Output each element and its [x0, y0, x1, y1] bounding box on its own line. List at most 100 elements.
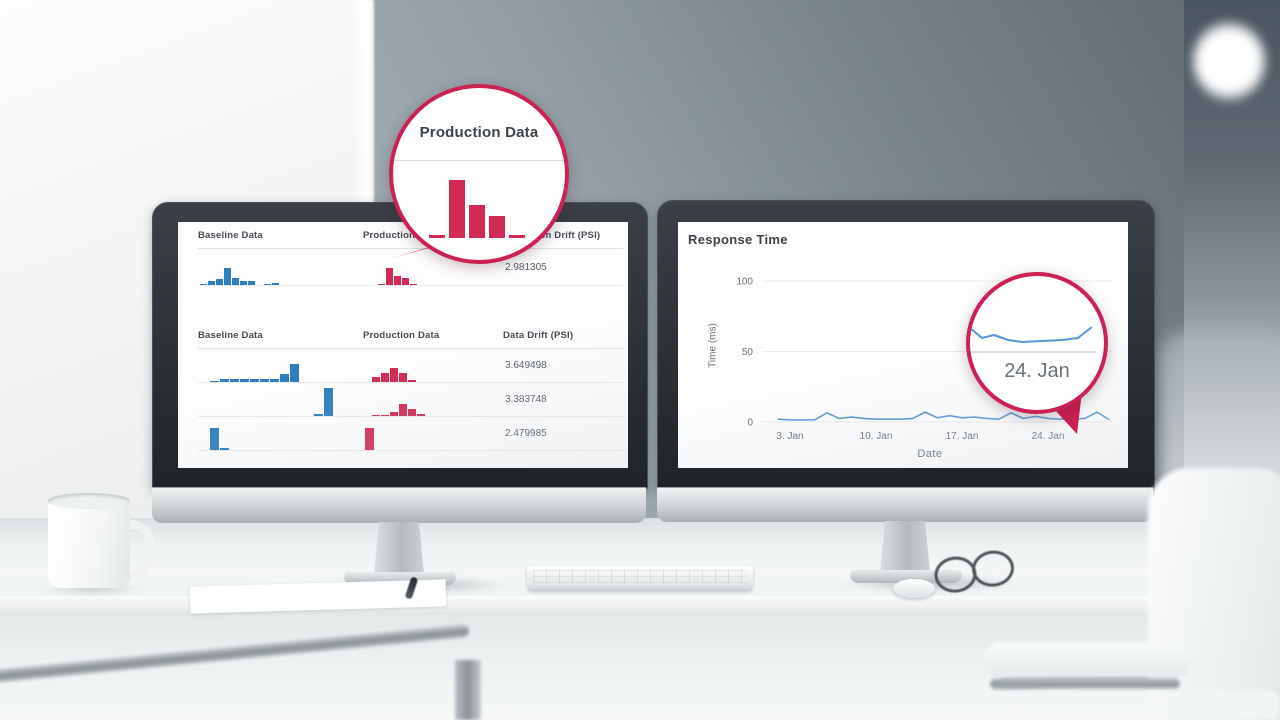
histogram-bar [264, 283, 271, 285]
histogram-bar [248, 281, 255, 285]
histogram-bar [378, 283, 385, 285]
col-baseline-data: Baseline Data [198, 330, 263, 341]
magnified-production-histogram [393, 180, 565, 238]
col-data-drift: Data Drift (PSI) [503, 330, 574, 341]
left-monitor-screen: Baseline Data Production Data Prediction… [178, 222, 628, 468]
histogram-bar [381, 414, 389, 416]
histogram-bar [260, 378, 269, 382]
y-axis-label: Time (ms) [707, 323, 719, 368]
histogram-bar [489, 216, 505, 238]
glasses-lens [970, 548, 1016, 589]
magnified-line-segment [970, 326, 1096, 353]
production-histogram [365, 428, 503, 450]
histogram-bar [399, 373, 407, 382]
baseline-histogram [314, 388, 363, 416]
production-data-magnifier: Production Data [389, 84, 569, 264]
histogram-bar [270, 378, 279, 382]
date-magnifier: 24. Jan [966, 272, 1108, 414]
production-histogram [372, 368, 503, 382]
histogram-bar [509, 235, 525, 238]
baseline-histogram [210, 428, 363, 450]
x-tick-label: 3. Jan [776, 431, 803, 442]
col-baseline-data: Baseline Data [198, 230, 263, 241]
col-production-data: Production Data [363, 330, 440, 341]
histogram-bar [220, 379, 229, 382]
histogram-bar [365, 428, 374, 450]
histogram-bar [232, 278, 239, 285]
histogram-bar [408, 380, 416, 382]
response-time-line [777, 411, 1110, 421]
histogram-bar [208, 281, 215, 285]
histogram-bar [210, 428, 219, 450]
office-chair-seat [1178, 690, 1280, 720]
histogram-bar [402, 278, 409, 285]
histogram-bar [399, 404, 407, 416]
histogram-bar [210, 380, 219, 382]
histogram-bar [408, 409, 416, 416]
histogram-bar [314, 414, 323, 416]
production-histogram [372, 404, 503, 416]
left-monitor-stand [374, 522, 424, 574]
keyboard-keys [533, 570, 747, 583]
histogram-bar [200, 283, 207, 285]
psi-value: 3.649498 [505, 360, 547, 371]
keyboard [527, 566, 753, 590]
y-tick-label: 0 [747, 418, 753, 429]
x-tick-label: 24. Jan [1032, 431, 1065, 442]
y-tick-label: 50 [742, 347, 754, 358]
prediction-drift-table: Baseline Data Production Data Prediction… [198, 230, 623, 286]
histogram-bar [410, 284, 417, 285]
desk-frame-leg [455, 660, 481, 720]
x-tick-label: 10. Jan [860, 431, 893, 442]
right-monitor-chin [657, 487, 1153, 522]
psi-value: 2.479985 [505, 428, 547, 439]
histogram-bar [280, 374, 289, 382]
histogram-bar [469, 205, 485, 238]
mouse [893, 579, 935, 598]
production-histogram [378, 268, 503, 285]
x-tick-label: 17. Jan [946, 431, 979, 442]
histogram-bar [372, 414, 380, 416]
histogram-bar [381, 373, 389, 382]
right-monitor-stand [880, 521, 930, 572]
table-row: 2.479985 [198, 417, 623, 451]
psi-value: 3.383748 [505, 394, 547, 405]
table-row: 3.649498 [198, 349, 623, 383]
histogram-bar [240, 281, 247, 285]
histogram-bar [224, 268, 231, 285]
histogram-bar [386, 268, 393, 285]
histogram-bar [240, 378, 249, 382]
histogram-bar [390, 412, 398, 416]
histogram-bar [220, 448, 229, 450]
right-monitor-base [850, 570, 962, 583]
histogram-bar [417, 414, 425, 416]
histogram-bar [290, 364, 299, 382]
histogram-bar [429, 235, 445, 238]
table-row: 3.383748 [198, 383, 623, 417]
magnifier-title: Production Data [419, 124, 539, 141]
histogram-bar [272, 283, 279, 285]
histogram-bar [372, 377, 380, 382]
data-drift-table: Baseline Data Production Data Data Drift… [198, 330, 623, 451]
histogram-bar [449, 180, 465, 238]
office-chair-frame [1000, 678, 1180, 689]
chart-title: Response Time [688, 232, 788, 247]
col-prediction-drift: Prediction Drift (PSI) [503, 230, 601, 241]
histogram-bar [230, 379, 239, 382]
baseline-histogram [200, 268, 363, 285]
coffee-mug [48, 500, 130, 588]
table-row: 2.981305 [198, 249, 623, 286]
magnified-date-label: 24. Jan [1004, 360, 1070, 382]
mug-handle [120, 520, 155, 580]
baseline-histogram [210, 364, 363, 382]
psi-value: 2.981305 [505, 261, 547, 273]
histogram-bar [250, 379, 259, 382]
y-tick-label: 100 [736, 277, 753, 288]
office-chair-armrest [983, 642, 1193, 678]
magnifier-divider [393, 160, 565, 161]
histogram-bar [390, 368, 398, 382]
histogram-bar [394, 276, 401, 285]
x-axis-label: Date [917, 448, 943, 460]
left-monitor-chin [152, 487, 646, 523]
